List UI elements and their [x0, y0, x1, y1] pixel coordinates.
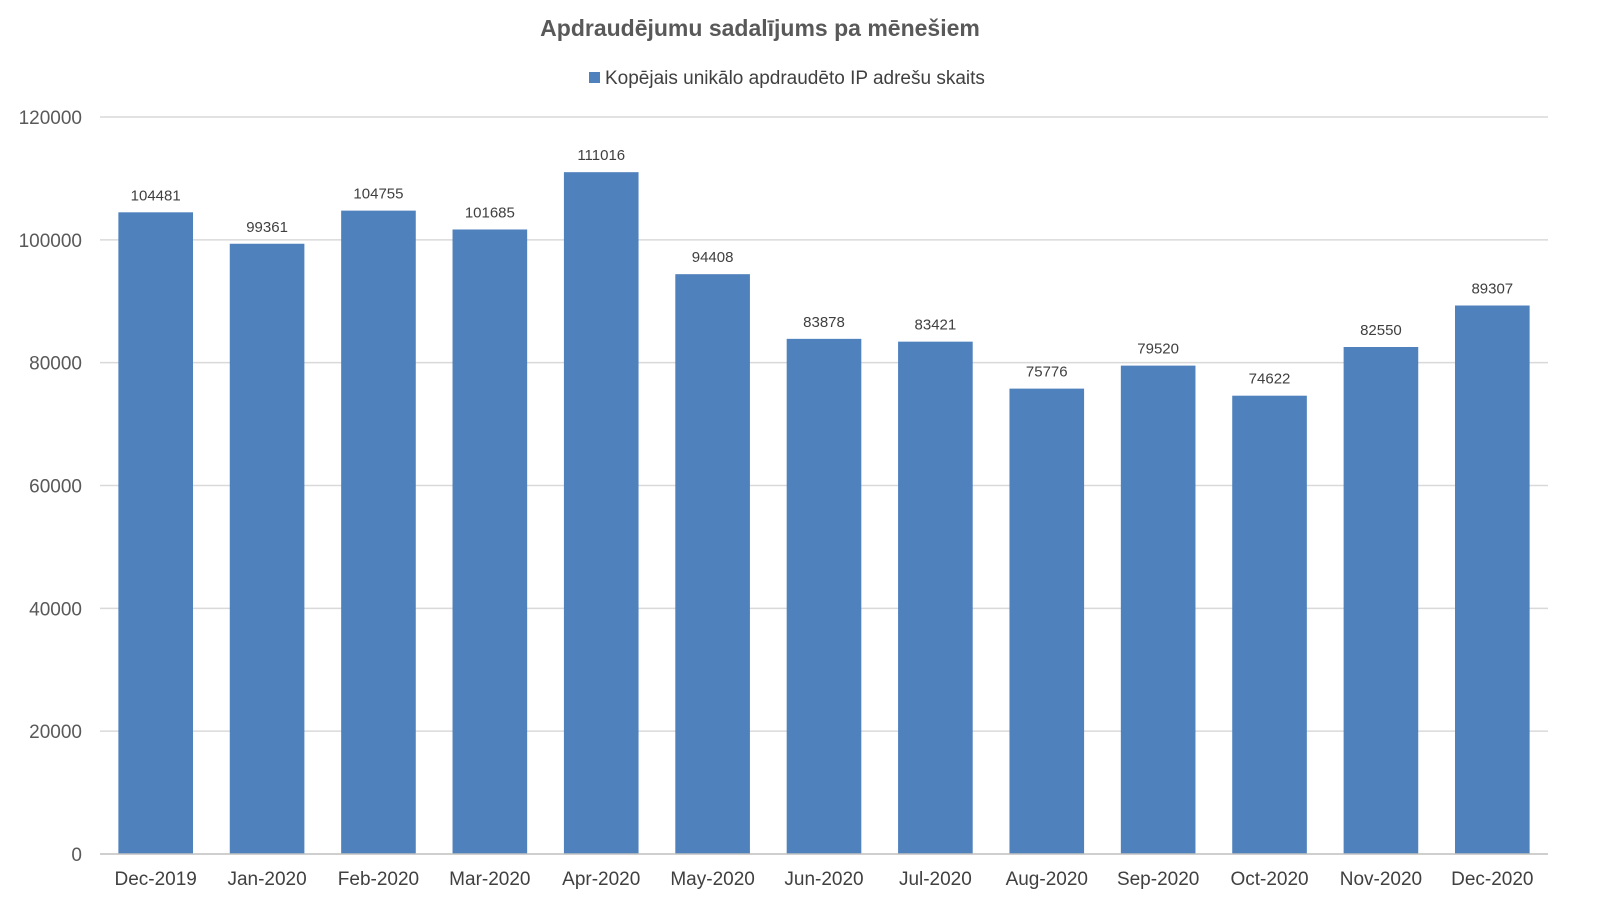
bar — [675, 274, 750, 855]
bar — [229, 243, 305, 854]
data-label: 104755 — [353, 186, 403, 203]
y-tick-label: 0 — [71, 845, 82, 866]
bar — [341, 210, 416, 855]
x-tick-label: Feb-2020 — [338, 869, 419, 890]
bar — [563, 172, 639, 854]
data-label: 83878 — [803, 314, 845, 331]
bar — [1454, 305, 1530, 854]
x-tick-label: Nov-2020 — [1340, 869, 1422, 890]
bar — [1120, 365, 1196, 854]
x-axis: Dec-2019 Jan-2020 Feb-2020 Mar-2020 Apr-2020… — [114, 869, 1533, 890]
data-label: 94408 — [692, 249, 734, 266]
x-tick-label: Jan-2020 — [227, 869, 306, 890]
x-tick-label: Apr-2020 — [562, 869, 640, 890]
x-tick-label: Mar-2020 — [449, 869, 530, 890]
chart-title: Apdraudējumu sadalījums pa mēnešiem — [540, 15, 980, 41]
legend-label: Kopējais unikālo apdraudēto IP adrešu sk… — [605, 68, 985, 89]
x-tick-label: Dec-2019 — [114, 869, 196, 890]
x-tick-label: May-2020 — [670, 869, 755, 890]
data-labels: 104481 99361 104755 101685 111016 94408 83878 8… — [131, 147, 1514, 388]
data-label: 89307 — [1471, 281, 1513, 298]
legend-swatch — [589, 72, 600, 83]
bar — [786, 338, 862, 855]
x-tick-label: Aug-2020 — [1006, 869, 1088, 890]
data-label: 99361 — [246, 219, 288, 236]
legend: Kopējais unikālo apdraudēto IP adrešu sk… — [589, 68, 985, 89]
bars — [118, 172, 1530, 855]
x-tick-label: Sep-2020 — [1117, 869, 1199, 890]
y-tick-label: 80000 — [29, 354, 82, 375]
y-tick-label: 120000 — [19, 108, 82, 129]
y-tick-label: 60000 — [29, 477, 82, 498]
x-tick-label: Dec-2020 — [1451, 869, 1533, 890]
data-label: 104481 — [131, 187, 181, 204]
data-label: 82550 — [1360, 322, 1402, 339]
y-tick-label: 100000 — [19, 231, 82, 252]
x-tick-label: Jul-2020 — [899, 869, 972, 890]
bar — [452, 229, 528, 854]
x-tick-label: Jun-2020 — [784, 869, 863, 890]
bar — [1009, 388, 1085, 854]
bar — [898, 341, 973, 855]
x-tick-label: Oct-2020 — [1230, 869, 1308, 890]
bar — [118, 212, 194, 855]
y-tick-label: 40000 — [29, 599, 82, 620]
data-label: 101685 — [465, 204, 515, 221]
data-label: 75776 — [1026, 364, 1068, 381]
bar — [1343, 347, 1419, 854]
y-axis: 0 20000 40000 60000 80000 100000 120000 — [19, 108, 82, 866]
y-tick-label: 20000 — [29, 722, 82, 743]
data-label: 74622 — [1249, 371, 1291, 388]
bar — [1232, 395, 1307, 854]
data-label: 111016 — [577, 147, 625, 164]
data-label: 83421 — [915, 317, 957, 334]
data-label: 79520 — [1137, 341, 1179, 358]
